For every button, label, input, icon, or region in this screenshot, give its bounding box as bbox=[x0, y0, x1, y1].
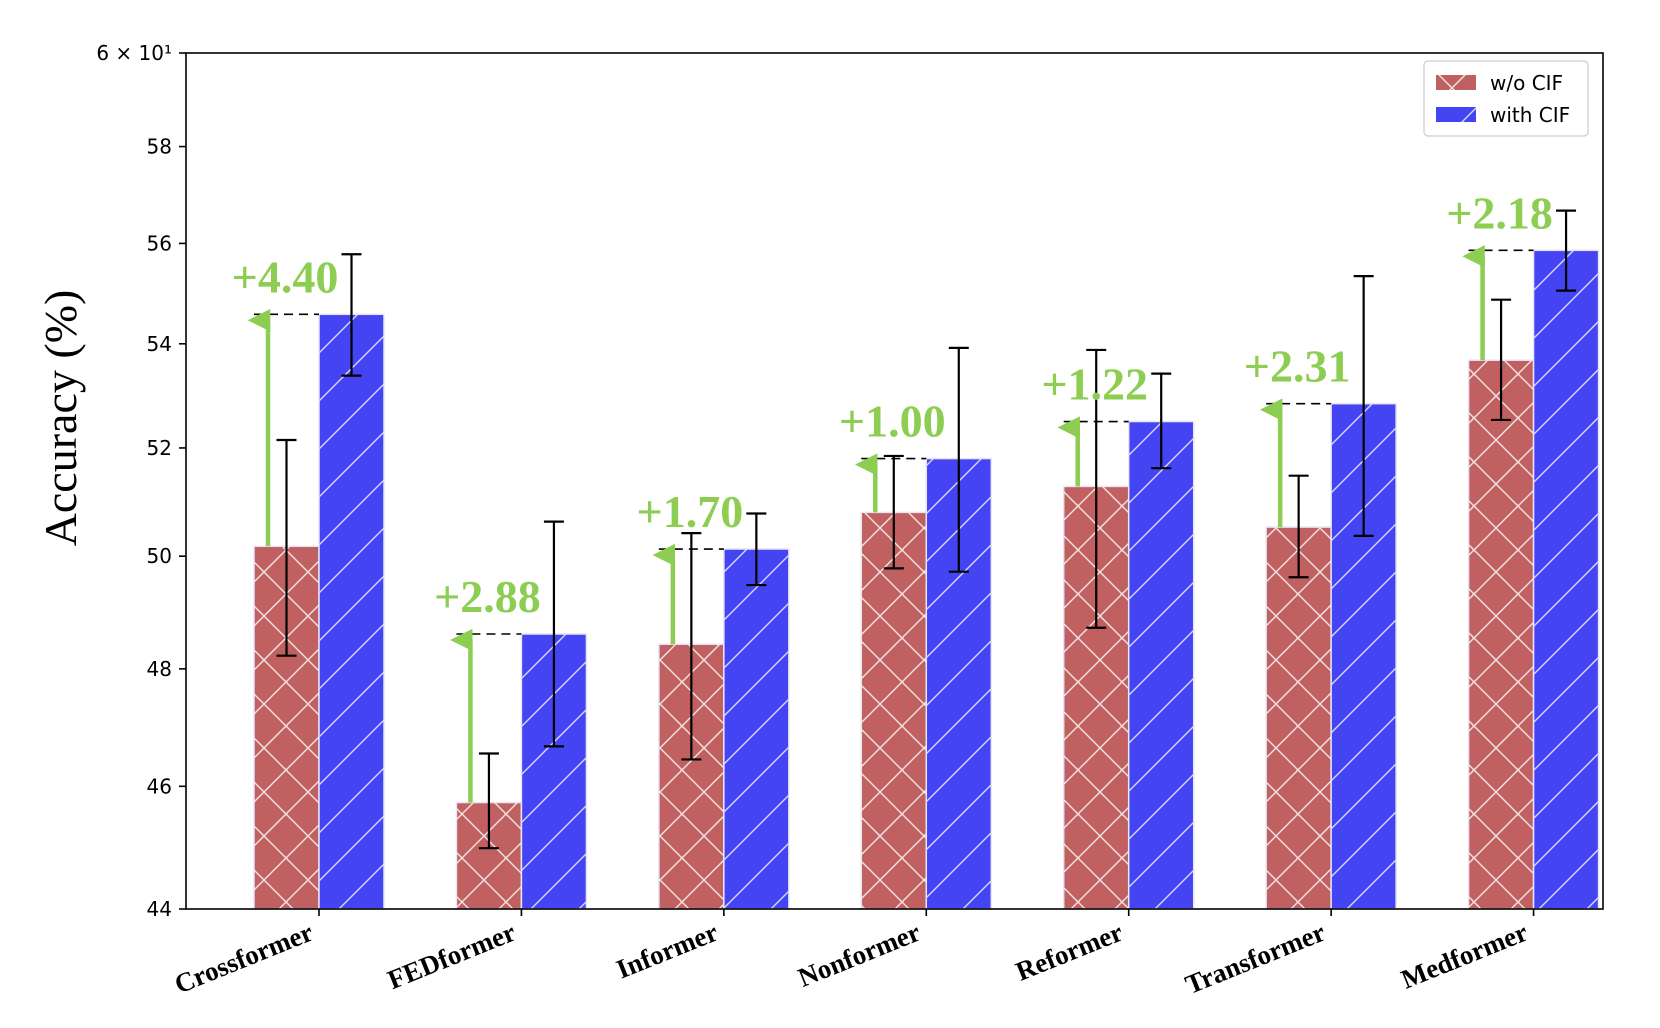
y-tick-label-60: 6 × 10¹ bbox=[96, 41, 172, 65]
bar-hatch-with-cif-medformer bbox=[1533, 250, 1599, 909]
bar-hatch-wo-cif-nonformer bbox=[861, 512, 927, 909]
bar-hatch-with-cif-crossformer bbox=[319, 314, 384, 909]
x-tick-label-informer: Informer bbox=[612, 917, 722, 985]
legend-swatch-with-cif-hatch bbox=[1436, 107, 1476, 122]
bar-hatch-with-cif-reformer bbox=[1128, 421, 1194, 909]
gain-label-crossformer: +4.40 bbox=[232, 251, 339, 302]
gain-label-informer: +1.70 bbox=[636, 486, 743, 537]
y-tick-label-56: 56 bbox=[147, 231, 172, 255]
x-tick-label-reformer: Reformer bbox=[1011, 917, 1126, 987]
plot-frame bbox=[185, 52, 1604, 910]
annotations-layer: +4.40 +2.88 +1.70 +1.00 +1.22 +2.31 +2.18 bbox=[232, 187, 1553, 803]
y-tick-label-46: 46 bbox=[147, 774, 172, 798]
legend-label-wo-cif: w/o CIF bbox=[1490, 71, 1563, 95]
gain-label-reformer: +1.22 bbox=[1041, 359, 1148, 410]
bar-hatch-wo-cif-transformer bbox=[1266, 527, 1332, 909]
error-bars-layer bbox=[276, 209, 1577, 850]
x-tick-label-medformer: Medformer bbox=[1397, 917, 1532, 995]
y-tick-label-52: 52 bbox=[147, 436, 172, 460]
y-tick-label-58: 58 bbox=[147, 135, 172, 159]
y-tick-label-54: 54 bbox=[147, 332, 172, 356]
x-tick-label-crossformer: Crossformer bbox=[170, 917, 317, 1000]
legend: w/o CIF with CIF bbox=[1423, 60, 1589, 137]
x-tick-label-fedformer: FEDformer bbox=[383, 917, 519, 995]
gain-label-nonformer: +1.00 bbox=[839, 396, 946, 447]
x-tick-label-nonformer: Nonformer bbox=[794, 917, 925, 993]
bars-layer bbox=[253, 249, 1600, 910]
legend-swatch-wo-cif-hatch bbox=[1436, 75, 1476, 90]
bar-hatch-with-cif-informer bbox=[723, 549, 789, 909]
y-tick-label-44: 44 bbox=[147, 897, 172, 921]
gain-label-fedformer: +2.88 bbox=[434, 571, 541, 622]
y-axis-label: Accuracy (%) bbox=[35, 290, 86, 547]
bar-hatch-wo-cif-medformer bbox=[1468, 360, 1534, 909]
y-tick-label-48: 48 bbox=[147, 657, 172, 681]
x-tick-label-transformer: Transformer bbox=[1181, 917, 1329, 1000]
gain-label-medformer: +2.18 bbox=[1446, 187, 1553, 238]
legend-label-with-cif: with CIF bbox=[1490, 103, 1570, 127]
y-tick-label-50: 50 bbox=[147, 544, 172, 568]
gain-label-transformer: +2.31 bbox=[1244, 341, 1351, 392]
